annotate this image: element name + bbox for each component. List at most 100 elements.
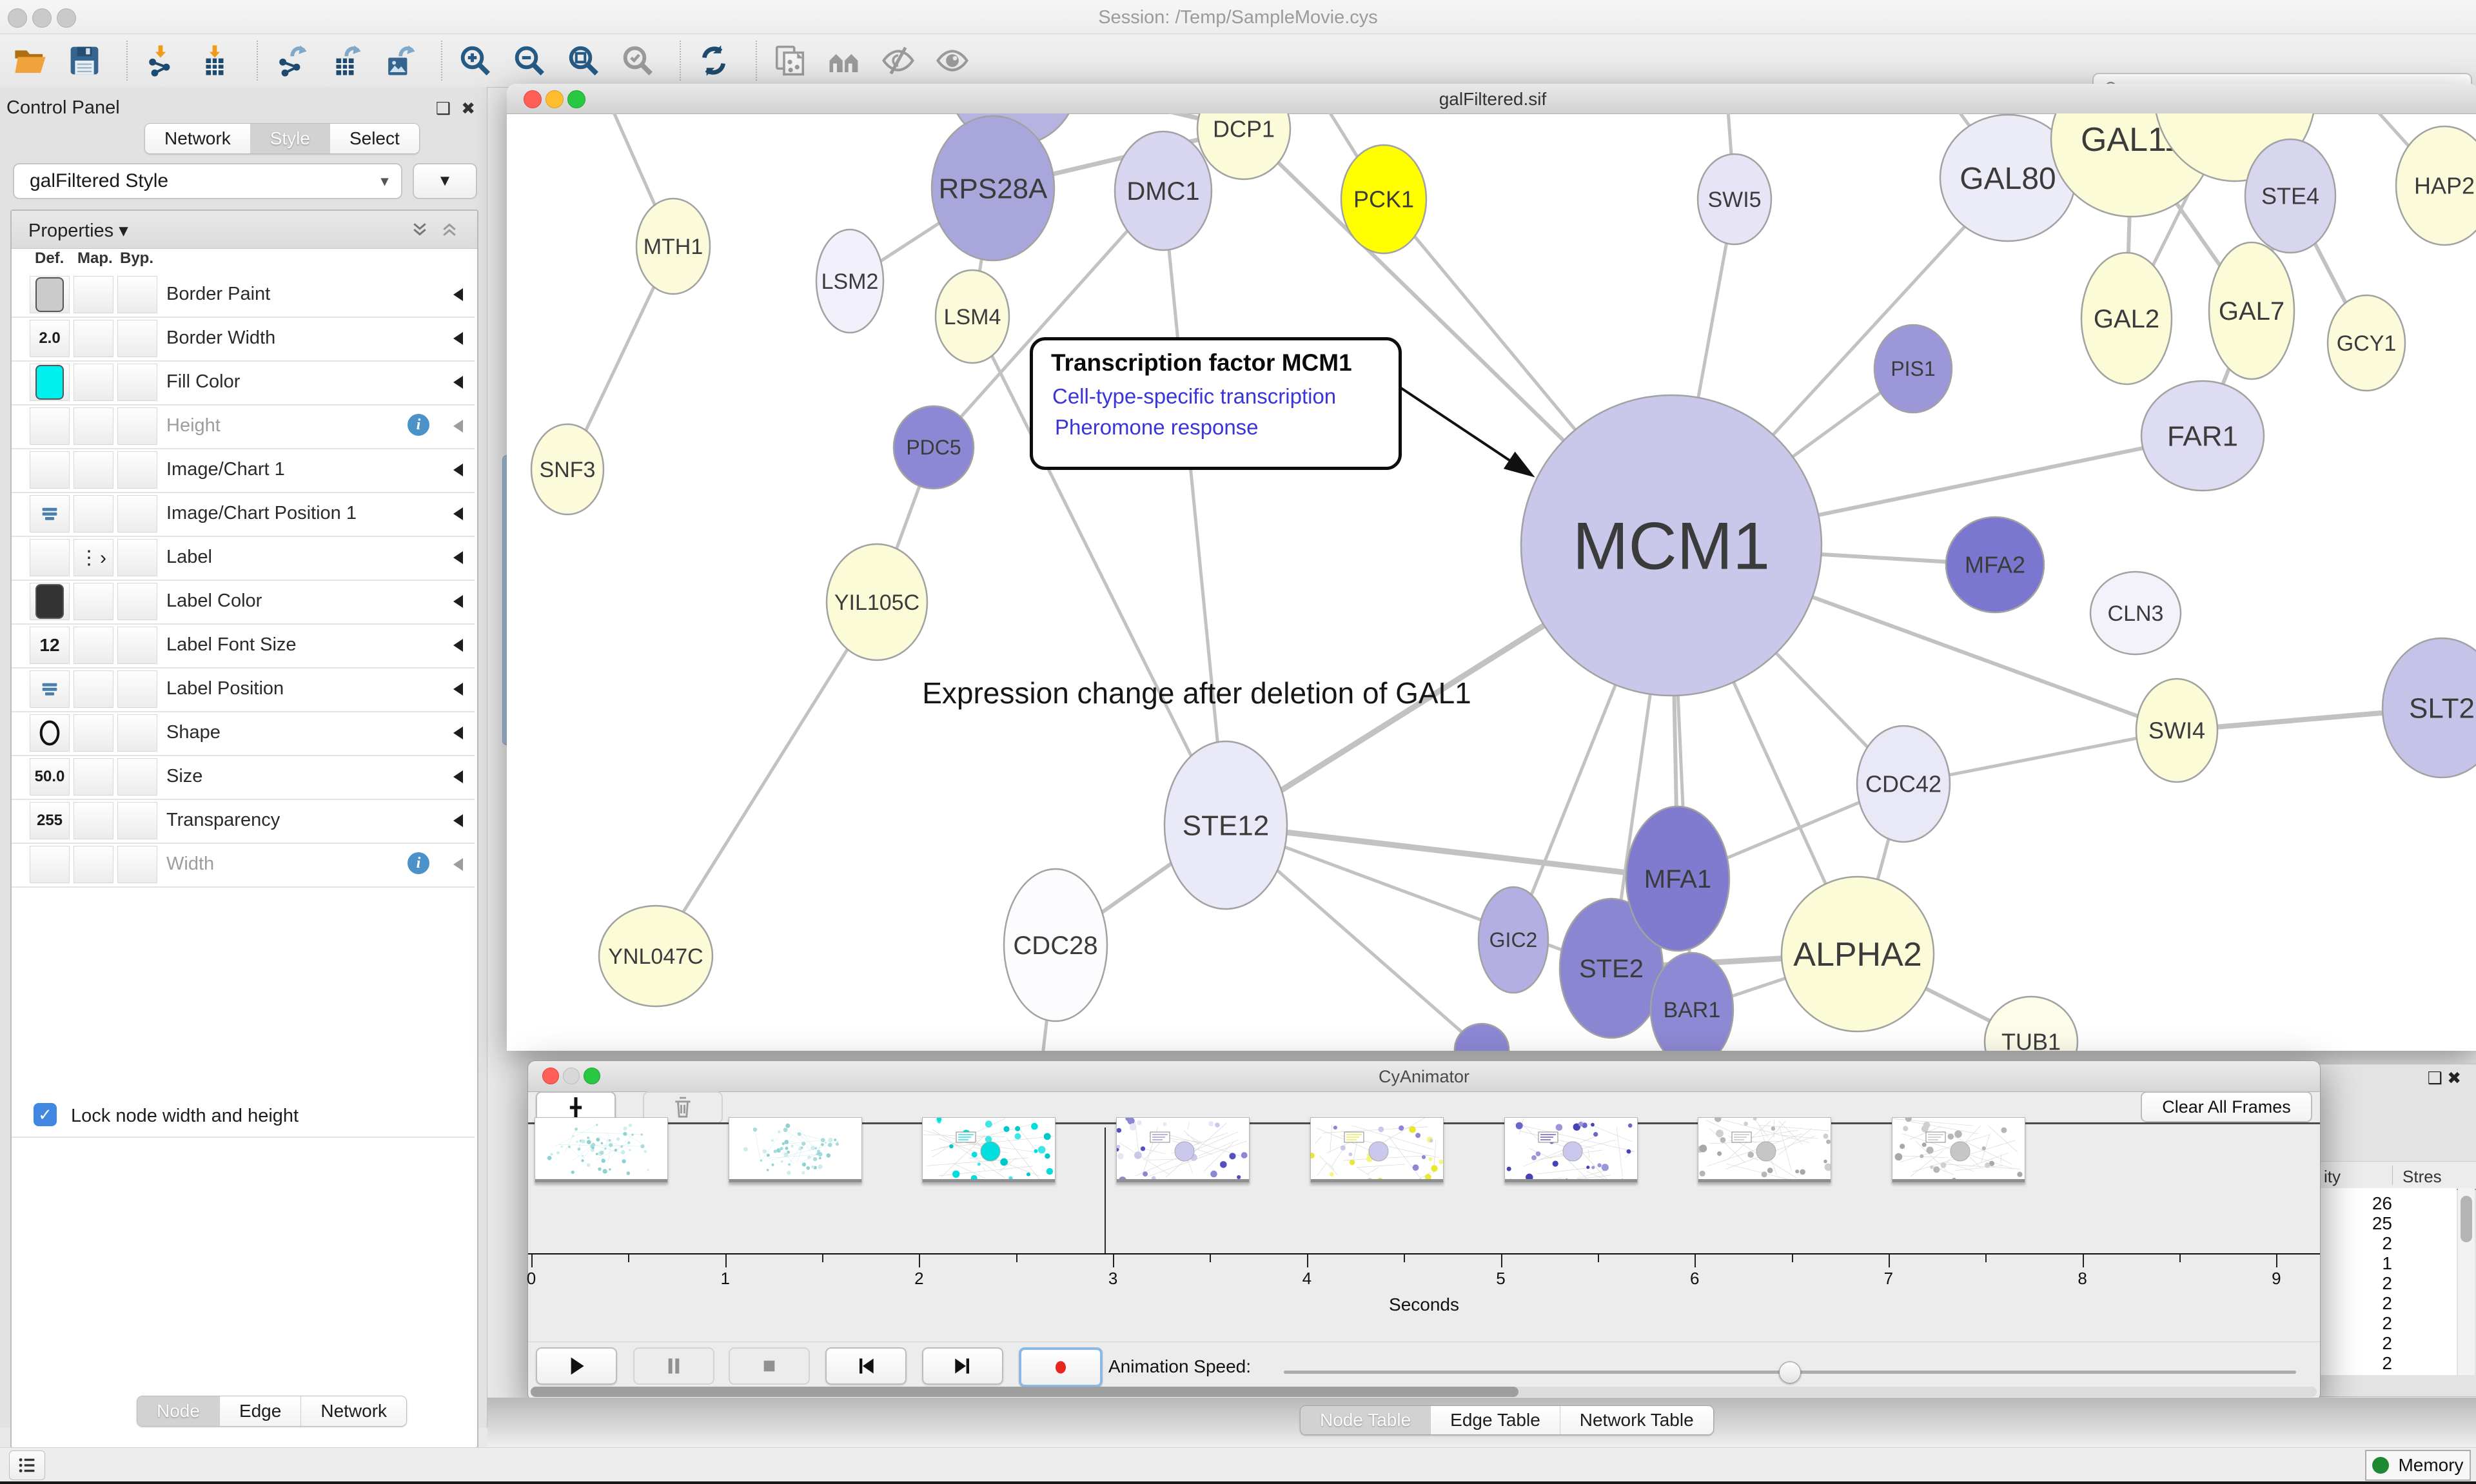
node-pis1[interactable]: PIS1 <box>1873 324 1953 414</box>
node-pck1[interactable]: PCK1 <box>1340 144 1428 255</box>
window-zoom-button[interactable] <box>567 90 585 108</box>
property-row-width[interactable]: Width i <box>12 843 475 888</box>
cyanimator-minimize-button[interactable] <box>563 1068 580 1084</box>
frame-thumbnail-0[interactable] <box>535 1117 668 1183</box>
property-row-border-paint[interactable]: Border Paint <box>12 273 475 318</box>
collapse-arrow-icon[interactable] <box>453 727 463 739</box>
mapping-cell[interactable] <box>74 627 113 664</box>
app-close-button[interactable] <box>8 8 27 28</box>
mapping-cell[interactable] <box>74 758 113 796</box>
node-gic2[interactable]: GIC2 <box>1477 886 1549 994</box>
hide-selected-icon[interactable] <box>878 41 918 81</box>
collapse-arrow-icon[interactable] <box>453 814 463 827</box>
save-session-icon[interactable] <box>64 41 104 81</box>
property-row-label-position[interactable]: Label Position <box>12 667 475 712</box>
table-cell-value[interactable]: 26 <box>2372 1193 2392 1213</box>
style-options-button[interactable]: ▼ <box>413 163 477 199</box>
node-cdc28[interactable]: CDC28 <box>1003 868 1108 1022</box>
collapse-arrow-icon[interactable] <box>453 770 463 783</box>
collapse-arrow-icon[interactable] <box>453 332 463 345</box>
default-value-cell[interactable] <box>30 846 70 883</box>
property-row-image-chart-1[interactable]: Image/Chart 1 <box>12 448 475 493</box>
network-window-titlebar[interactable]: galFiltered.sif <box>507 84 2476 114</box>
bypass-cell[interactable] <box>117 846 157 883</box>
refresh-layout-icon[interactable] <box>694 41 734 81</box>
zoom-out-icon[interactable] <box>509 41 549 81</box>
mapping-cell[interactable] <box>74 846 113 883</box>
node-far1[interactable]: FAR1 <box>2140 380 2265 492</box>
table-tab-network-table[interactable]: Network Table <box>1560 1406 1713 1434</box>
annotation-box[interactable]: Transcription factor MCM1 Cell-type-spec… <box>1030 337 1402 470</box>
canvas-caption[interactable]: Expression change after deletion of GAL1 <box>922 676 1471 710</box>
clone-network-icon[interactable] <box>770 41 810 81</box>
show-all-icon[interactable] <box>932 41 972 81</box>
table-vertical-scrollbar[interactable] <box>2458 1188 2475 1375</box>
node-mfa2[interactable]: MFA2 <box>1945 516 2045 614</box>
property-row-fill-color[interactable]: Fill Color <box>12 360 475 405</box>
node-lsm4[interactable]: LSM4 <box>934 269 1010 364</box>
node-gal80[interactable]: GAL80 <box>1939 113 2077 242</box>
node-gal7[interactable]: GAL7 <box>2208 241 2295 380</box>
style-target-tab-node[interactable]: Node <box>137 1396 220 1426</box>
bypass-cell[interactable] <box>117 714 157 752</box>
node-ste2[interactable]: STE2 <box>1558 897 1664 1039</box>
timeline-horizontal-scrollbar[interactable] <box>531 1387 2317 1397</box>
network-canvas[interactable]: DCP1 RPS28A DMC1 PCK1 MTH1 LSM2 LSM4 SWI5 GAL80 G… <box>507 113 2476 1051</box>
node-lsm2[interactable]: LSM2 <box>815 228 885 334</box>
zoom-selected-icon[interactable] <box>618 41 658 81</box>
mapping-cell[interactable] <box>74 320 113 357</box>
property-row-label-color[interactable]: Label Color <box>12 580 475 625</box>
annotation-link-1[interactable]: Cell-type-specific transcription <box>1052 384 1337 408</box>
node-slt2[interactable]: SLT2 <box>2381 637 2476 779</box>
import-network-icon[interactable] <box>141 41 181 81</box>
export-network-icon[interactable] <box>271 41 311 81</box>
node-ynl047c[interactable]: YNL047C <box>598 904 714 1008</box>
table-col-centrality[interactable]: ity <box>2324 1167 2341 1186</box>
node-yil105c[interactable]: YIL105C <box>825 543 928 661</box>
node-gcy1[interactable]: GCY1 <box>2326 294 2406 392</box>
zoom-in-icon[interactable] <box>455 41 495 81</box>
tab-style[interactable]: Style <box>250 124 330 153</box>
bypass-cell[interactable] <box>117 407 157 445</box>
frame-thumbnail-3[interactable] <box>1116 1117 1250 1183</box>
default-value-cell[interactable] <box>30 670 70 708</box>
mapping-cell[interactable] <box>74 451 113 489</box>
table-cell-value[interactable]: 2 <box>2382 1353 2392 1373</box>
frame-thumbnail-7[interactable] <box>1891 1117 2025 1183</box>
stop-button[interactable] <box>729 1347 810 1385</box>
node-pdc5[interactable]: PDC5 <box>892 405 975 490</box>
bypass-cell[interactable] <box>117 670 157 708</box>
mapping-cell[interactable] <box>74 276 113 313</box>
mapping-cell[interactable] <box>74 364 113 401</box>
cyanimator-zoom-button[interactable] <box>584 1068 600 1084</box>
open-session-icon[interactable] <box>10 41 50 81</box>
collapse-arrow-icon[interactable] <box>453 420 463 433</box>
table-cell-value[interactable]: 2 <box>2382 1293 2392 1313</box>
skip-end-button[interactable] <box>922 1347 1003 1385</box>
style-target-tab-network[interactable]: Network <box>301 1396 407 1426</box>
table-cell-value[interactable]: 25 <box>2372 1213 2392 1233</box>
frame-thumbnail-1[interactable] <box>728 1117 862 1183</box>
node-hap2[interactable]: HAP2 <box>2395 125 2476 246</box>
property-row-label[interactable]: ⋮› Label <box>12 536 475 581</box>
property-row-border-width[interactable]: 2.0 Border Width <box>12 317 475 362</box>
first-neighbors-icon[interactable] <box>824 41 864 81</box>
table-tab-edge-table[interactable]: Edge Table <box>1431 1406 1560 1434</box>
collapse-arrow-icon[interactable] <box>453 288 463 301</box>
table-tab-node-table[interactable]: Node Table <box>1301 1406 1431 1434</box>
node-cln3[interactable]: CLN3 <box>2089 571 2182 656</box>
node-alpha2[interactable]: ALPHA2 <box>1780 875 1935 1033</box>
default-value-cell[interactable]: 50.0 <box>30 758 70 796</box>
tab-network[interactable]: Network <box>145 124 251 153</box>
bypass-cell[interactable] <box>117 320 157 357</box>
mapping-cell[interactable] <box>74 583 113 620</box>
bypass-cell[interactable] <box>117 539 157 576</box>
default-value-cell[interactable]: 255 <box>30 802 70 839</box>
collapse-arrow-icon[interactable] <box>453 595 463 608</box>
node-bar1[interactable]: BAR1 <box>1649 952 1734 1051</box>
table-cell-value[interactable]: 1 <box>2382 1253 2392 1273</box>
default-value-cell[interactable] <box>30 583 70 620</box>
table-cell-value[interactable]: 2 <box>2382 1273 2392 1293</box>
float-table-icon[interactable]: ❑ <box>2427 1068 2442 1088</box>
cyanimator-close-button[interactable] <box>542 1068 559 1084</box>
